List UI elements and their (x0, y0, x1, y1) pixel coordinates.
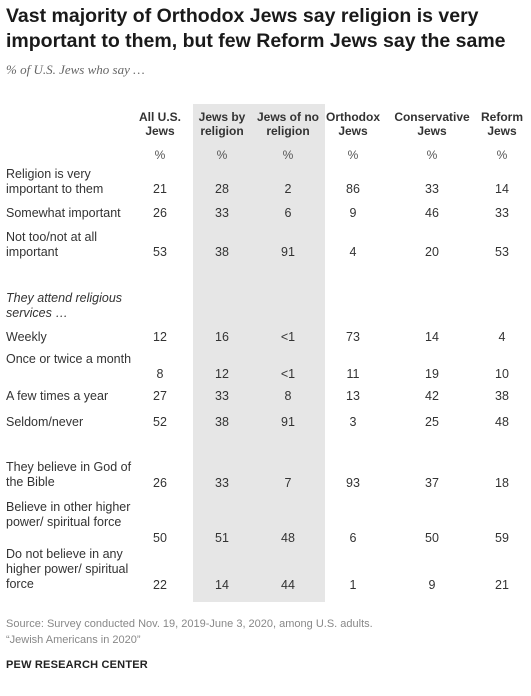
table-cell: 59 (495, 531, 509, 545)
table-cell: 42 (425, 389, 439, 403)
table-cell: 14 (425, 330, 439, 344)
table-cell: 33 (215, 389, 229, 403)
table-cell: 33 (215, 206, 229, 220)
source-note: Source: Survey conducted Nov. 19, 2019-J… (6, 616, 373, 648)
table-cell: 37 (425, 476, 439, 490)
table-cell: 4 (349, 245, 357, 259)
table-cell: 20 (425, 245, 439, 259)
row-label: Believe in other higher power/ spiritual… (6, 500, 131, 529)
table-cell: 38 (495, 389, 509, 403)
table-cell: 27 (153, 389, 167, 403)
brand-footer: PEW RESEARCH CENTER (6, 659, 148, 671)
highlighted-columns-band (193, 104, 325, 602)
table-cell: 6 (284, 206, 292, 220)
row-label: A few times a year (6, 389, 109, 403)
chart-title: Vast majority of Orthodox Jews say relig… (6, 5, 506, 52)
column-header-jews-of-no-religion: Jews of no religion (256, 110, 319, 138)
table-cell: 12 (153, 330, 167, 344)
table-cell: 12 (215, 367, 229, 381)
table-cell: 86 (346, 182, 360, 196)
table-cell: 38 (215, 415, 229, 429)
percent-unit-label: % (282, 148, 294, 162)
table-cell: <1 (280, 367, 296, 381)
table-cell: 48 (495, 415, 509, 429)
row-label: Seldom/never (6, 415, 84, 429)
table-cell: 8 (156, 367, 164, 381)
column-header-all-u-s-jews: All U.S. Jews (138, 110, 181, 138)
percent-unit-label: % (216, 148, 228, 162)
table-cell: 28 (215, 182, 229, 196)
row-label: Weekly (6, 330, 47, 344)
table-cell: 91 (281, 415, 295, 429)
table-cell: 33 (495, 206, 509, 220)
table-cell: 50 (153, 531, 167, 545)
row-label: They believe in God of the Bible (6, 460, 132, 489)
table-cell: 50 (425, 531, 439, 545)
table-cell: 1 (349, 578, 357, 592)
table-cell: 22 (153, 578, 167, 592)
table-cell: 73 (346, 330, 360, 344)
chart-subtitle: % of U.S. Jews who say … (6, 62, 145, 77)
section-label: They attend religious services … (6, 291, 123, 320)
table-cell: 52 (153, 415, 167, 429)
table-cell: 53 (495, 245, 509, 259)
table-cell: 19 (425, 367, 439, 381)
table-cell: 11 (346, 367, 360, 381)
table-cell: 51 (215, 531, 229, 545)
table-cell: 16 (215, 330, 229, 344)
column-header-orthodox-jews: Orthodox Jews (326, 110, 380, 138)
table-cell: 21 (153, 182, 167, 196)
table-cell: 14 (215, 578, 229, 592)
table-cell: 21 (495, 578, 509, 592)
table-cell: 10 (495, 367, 509, 381)
table-cell: 44 (281, 578, 295, 592)
table-cell: 53 (153, 245, 167, 259)
table-cell: 38 (215, 245, 229, 259)
table-cell: 2 (284, 182, 292, 196)
percent-unit-label: % (154, 148, 166, 162)
table-cell: 9 (349, 206, 357, 220)
table-cell: 9 (428, 578, 436, 592)
table-cell: 6 (349, 531, 357, 545)
column-header-conservative-jews: Conservative Jews (394, 110, 470, 138)
report-title: “Jewish Americans in 2020” (6, 634, 141, 646)
table-cell: 13 (346, 389, 360, 403)
table-cell: 18 (495, 476, 509, 490)
table-cell: 91 (281, 245, 295, 259)
table-cell: 46 (425, 206, 439, 220)
table-cell: 14 (495, 182, 509, 196)
table-cell: 48 (281, 531, 295, 545)
table-cell: 3 (349, 415, 357, 429)
row-label: Do not believe in any higher power/ spir… (6, 547, 129, 591)
table-cell: 33 (215, 476, 229, 490)
column-header-jews-by-religion: Jews by religion (198, 110, 246, 138)
table-cell: 25 (425, 415, 439, 429)
row-label: Once or twice a month (6, 352, 132, 366)
table-cell: 8 (284, 389, 292, 403)
percent-unit-label: % (347, 148, 359, 162)
percent-unit-label: % (496, 148, 508, 162)
source-text: Source: Survey conducted Nov. 19, 2019-J… (6, 618, 373, 630)
table-cell: <1 (280, 330, 296, 344)
column-header-reform-jews: Reform Jews (480, 110, 523, 138)
table-cell: 33 (425, 182, 439, 196)
table-cell: 93 (346, 476, 360, 490)
table-cell: 4 (498, 330, 506, 344)
percent-unit-label: % (426, 148, 438, 162)
table-cell: 7 (284, 476, 292, 490)
table-cell: 26 (153, 476, 167, 490)
row-label: Somewhat important (6, 206, 121, 220)
row-label: Religion is very important to them (6, 167, 104, 196)
row-label: Not too/not at all important (6, 230, 98, 259)
table-cell: 26 (153, 206, 167, 220)
